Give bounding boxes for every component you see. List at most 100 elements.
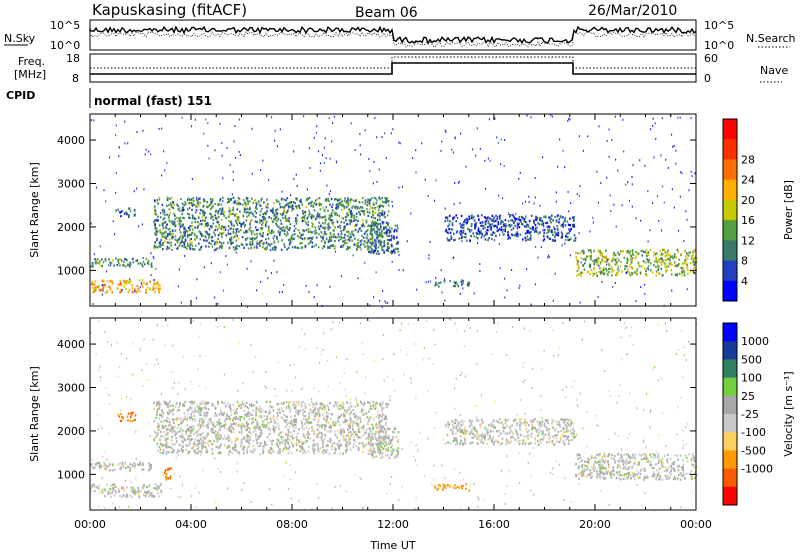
echo-cell [206, 435, 208, 438]
echo-cell [439, 281, 442, 284]
echo-cell [645, 261, 647, 264]
echo-cell [345, 449, 347, 452]
echo-cell [652, 117, 654, 120]
echo-cell [281, 213, 284, 216]
echo-cell [155, 267, 157, 270]
echo-cell [196, 235, 198, 238]
echo-cell [435, 276, 437, 279]
echo-cell [689, 251, 691, 254]
echo-cell [310, 240, 312, 243]
echo-cell [166, 233, 169, 236]
echo-cell [375, 403, 377, 406]
echo-cell [191, 208, 193, 211]
echo-cell [470, 229, 473, 232]
echo-cell [321, 450, 324, 453]
echo-cell [108, 469, 110, 472]
echo-cell [372, 401, 375, 404]
echo-cell [524, 236, 527, 239]
echo-cell [618, 259, 620, 262]
echo-cell [474, 225, 476, 228]
echo-cell [321, 443, 324, 446]
echo-cell [159, 240, 161, 244]
echo-cell [497, 141, 499, 144]
echo-cell [323, 146, 325, 149]
echo-cell [201, 210, 204, 213]
echo-cell [96, 486, 98, 489]
echo-cell [265, 400, 268, 403]
echo-cell [233, 446, 235, 450]
echo-cell [455, 214, 457, 217]
echo-cell [541, 220, 543, 223]
echo-cell [176, 419, 178, 422]
echo-cell [200, 438, 203, 441]
echo-cell [143, 263, 146, 266]
echo-cell [590, 268, 593, 271]
echo-cell [272, 428, 275, 431]
echo-cell [296, 432, 299, 435]
echo-cell [190, 413, 192, 416]
echo-cell [366, 422, 369, 425]
echo-cell [445, 130, 447, 133]
echo-cell [507, 224, 510, 227]
echo-cell [211, 431, 214, 434]
echo-cell [285, 234, 288, 237]
echo-cell [116, 264, 119, 267]
echo-cell [578, 232, 580, 235]
echo-cell [205, 245, 207, 248]
echo-cell [176, 241, 179, 244]
echo-cell [166, 234, 169, 237]
echo-cell [490, 233, 493, 236]
echo-cell [337, 233, 340, 236]
echo-cell [611, 138, 613, 141]
echo-cell [349, 402, 352, 405]
echo-cell [215, 217, 217, 220]
echo-cell [300, 404, 303, 407]
echo-cell [151, 494, 153, 497]
echo-cell [296, 185, 298, 187]
echo-cell [365, 236, 368, 239]
echo-cell [684, 259, 686, 262]
echo-cell [131, 412, 133, 415]
echo-cell [276, 417, 278, 420]
echo-cell [327, 430, 329, 433]
echo-cell [317, 246, 320, 249]
echo-cell [172, 223, 175, 226]
echo-cell [223, 210, 226, 213]
echo-cell [199, 238, 202, 241]
echo-cell [188, 201, 190, 205]
echo-cell [193, 217, 196, 220]
echo-cell [518, 226, 521, 229]
echo-cell [502, 228, 505, 231]
echo-cell [174, 214, 176, 217]
echo-cell [191, 241, 193, 244]
echo-cell [258, 242, 260, 245]
echo-cell [206, 239, 208, 242]
echo-cell [110, 264, 112, 267]
echo-cell [186, 245, 189, 248]
echo-cell [236, 223, 239, 227]
echo-cell [664, 262, 667, 265]
echo-cell [361, 210, 364, 213]
echo-cell [371, 232, 373, 235]
echo-cell [580, 257, 582, 260]
echo-cell [371, 239, 373, 242]
echo-cell [217, 403, 219, 406]
echo-cell [101, 264, 103, 267]
echo-cell [548, 216, 550, 219]
echo-cell [313, 444, 316, 447]
echo-cell [166, 245, 169, 248]
echo-cell [181, 224, 183, 227]
echo-cell [154, 487, 157, 490]
echo-cell [526, 238, 529, 241]
echo-cell [210, 421, 212, 424]
echo-cell [480, 236, 483, 239]
echo-cell [134, 465, 136, 468]
echo-cell [119, 467, 122, 471]
echo-cell [350, 215, 352, 218]
echo-cell [154, 212, 156, 215]
echo-cell [302, 433, 304, 436]
echo-cell [200, 223, 203, 226]
echo-cell [686, 218, 688, 221]
echo-cell [477, 233, 480, 236]
echo-cell [114, 468, 116, 471]
